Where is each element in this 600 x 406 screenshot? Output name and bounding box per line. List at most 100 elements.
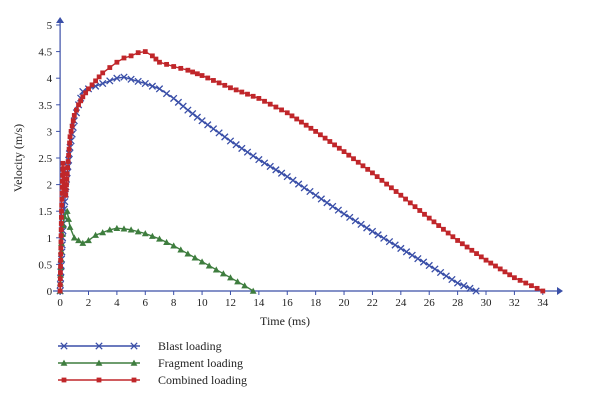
data-point <box>234 278 241 285</box>
legend-swatch-marker <box>61 377 67 383</box>
data-point <box>188 110 197 118</box>
data-point <box>171 64 177 69</box>
data-point <box>277 169 286 177</box>
data-point <box>59 196 65 202</box>
data-point <box>493 263 498 269</box>
data-point <box>379 177 385 183</box>
data-point <box>455 238 461 243</box>
data-point <box>255 155 263 164</box>
data-point <box>256 96 262 101</box>
data-point <box>99 79 107 88</box>
y-tick-label: 2 <box>47 180 53 192</box>
data-point <box>67 140 72 146</box>
data-point <box>148 82 157 90</box>
data-point <box>106 226 114 233</box>
data-point <box>239 89 245 95</box>
data-point <box>113 224 121 231</box>
data-point <box>96 74 102 80</box>
data-point <box>431 265 439 273</box>
data-point <box>233 87 239 93</box>
data-point <box>70 118 76 124</box>
x-tick-label: 34 <box>537 297 549 309</box>
data-point <box>57 276 63 282</box>
data-point <box>436 268 445 277</box>
data-point <box>128 53 134 59</box>
data-point <box>540 288 546 294</box>
legend-swatch-marker <box>130 342 138 350</box>
data-point <box>441 226 446 232</box>
data-point <box>388 185 394 191</box>
y-axis-arrow <box>56 17 65 23</box>
x-tick-label: 30 <box>481 297 493 309</box>
data-point <box>464 244 470 250</box>
data-point <box>64 171 70 177</box>
legend-label: Blast loading <box>158 339 222 353</box>
data-point <box>453 279 462 287</box>
x-tick-label: 16 <box>282 297 294 309</box>
x-tick-label: 26 <box>424 297 436 309</box>
data-point <box>272 166 280 174</box>
data-point <box>66 152 72 158</box>
data-point <box>190 69 196 75</box>
data-point <box>205 262 213 269</box>
x-tick-label: 28 <box>452 297 464 309</box>
data-point <box>374 231 382 239</box>
data-point <box>89 82 95 88</box>
data-point <box>273 104 279 110</box>
data-point <box>64 176 70 182</box>
y-tick-label: 4.5 <box>38 47 52 59</box>
data-point <box>221 133 229 141</box>
data-point <box>199 73 205 78</box>
data-point <box>65 215 73 222</box>
data-point <box>58 251 64 257</box>
data-point <box>76 102 81 108</box>
data-point <box>294 116 300 122</box>
data-point <box>193 113 201 121</box>
data-point <box>121 55 127 61</box>
legend-swatch-marker <box>95 342 103 350</box>
data-point <box>474 251 479 256</box>
data-point <box>403 196 408 202</box>
data-point <box>215 129 223 137</box>
x-tick-label: 14 <box>253 297 265 309</box>
axes <box>53 17 563 295</box>
data-point <box>412 204 418 210</box>
data-point <box>497 266 503 272</box>
data-point <box>351 156 356 162</box>
data-point <box>407 200 413 206</box>
data-point <box>397 244 405 253</box>
data-point <box>365 166 371 172</box>
data-point <box>107 65 113 70</box>
data-point <box>71 113 77 118</box>
data-point <box>155 85 164 93</box>
data-point <box>488 260 494 266</box>
data-point <box>232 141 240 149</box>
data-point <box>163 238 170 246</box>
data-point <box>355 159 361 165</box>
data-point <box>384 181 390 187</box>
series-line <box>59 50 544 292</box>
data-point <box>336 145 342 151</box>
data-point <box>294 180 303 188</box>
data-point <box>308 125 314 131</box>
data-point <box>57 288 63 294</box>
x-tick-label: 20 <box>339 297 351 309</box>
data-point <box>93 78 98 84</box>
data-point <box>507 272 513 278</box>
data-point <box>245 91 250 97</box>
data-point <box>250 93 256 99</box>
data-point <box>283 172 291 181</box>
x-tick-label: 32 <box>509 297 520 309</box>
data-point <box>113 74 121 82</box>
data-point <box>266 162 274 171</box>
data-point <box>460 282 468 290</box>
legend-swatch-marker <box>130 359 138 366</box>
data-point <box>75 237 82 244</box>
data-point <box>194 71 200 77</box>
data-point <box>332 142 337 148</box>
tick-labels: 0 2 4 6 8 10 12 14 16 18 20 22 24 26 28 30 32 3400.511.52… <box>38 20 548 309</box>
y-tick-label: 3.5 <box>38 100 52 112</box>
data-point <box>408 251 416 259</box>
series-line <box>59 209 254 292</box>
data-point <box>70 234 78 241</box>
